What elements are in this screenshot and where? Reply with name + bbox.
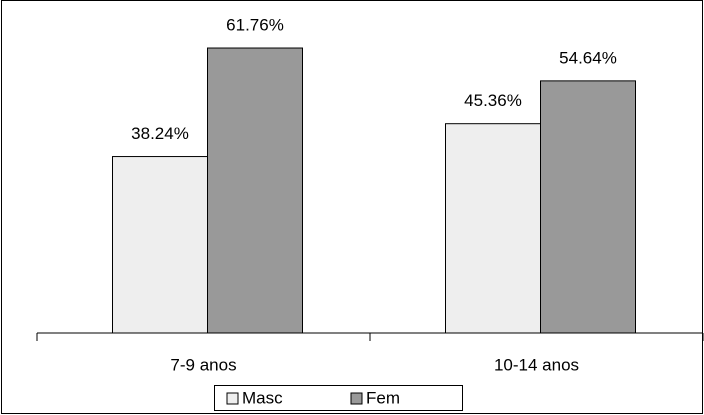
x-tick-label: 7-9 anos (170, 355, 236, 374)
bar (207, 47, 303, 334)
data-label: 45.36% (464, 91, 522, 110)
x-tick-label: 10-14 anos (494, 355, 579, 374)
legend-label: Fem (366, 388, 400, 407)
data-label: 54.64% (559, 48, 617, 67)
legend-box (214, 385, 463, 411)
bar (112, 156, 208, 334)
data-label: 61.76% (226, 16, 284, 35)
bar (540, 80, 636, 334)
legend-label: Masc (242, 388, 283, 407)
data-label: 38.24% (131, 124, 189, 143)
legend-swatch (226, 392, 239, 405)
bar (445, 123, 541, 334)
legend-swatch (350, 392, 363, 405)
